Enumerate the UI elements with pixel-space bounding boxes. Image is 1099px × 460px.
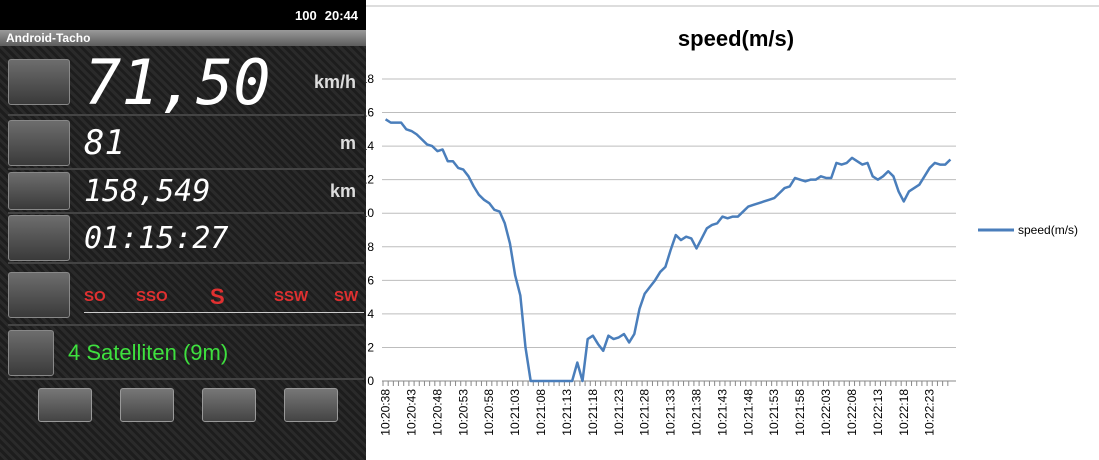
altitude-row: 81 m <box>8 118 364 170</box>
compass-scale <box>84 312 364 313</box>
battery: 100 <box>295 8 317 23</box>
status-bar: 100 20:44 <box>0 0 366 30</box>
compass-label: SO <box>84 288 106 305</box>
compass-label: S <box>210 284 225 310</box>
x-tick-label: 10:21:48 <box>741 389 755 436</box>
clock: 20:44 <box>325 8 358 23</box>
x-tick-label: 10:21:28 <box>638 389 652 436</box>
x-tick-label: 10:20:38 <box>379 389 393 436</box>
y-tick-label: 12 <box>366 173 374 187</box>
y-tick-label: 6 <box>367 273 374 287</box>
satellite-text: 4 Satelliten (9m) <box>68 340 228 366</box>
chart: speed(m/s) 0 2 4 6 8 10 12 14 16 18 10:20:38 10:20:… <box>366 0 1099 460</box>
tacho-button[interactable] <box>284 388 338 422</box>
satellite-icon <box>8 330 54 376</box>
speed-value: 71,50 <box>84 46 271 119</box>
legend-label: speed(m/s) <box>1018 223 1078 237</box>
x-tick-label: 10:20:48 <box>430 389 444 436</box>
x-tick-label: 10:21:13 <box>560 389 574 436</box>
app-title: Android-Tacho <box>0 30 366 46</box>
x-tick-label: 10:21:53 <box>767 389 781 436</box>
map-button[interactable] <box>202 388 256 422</box>
time-row: 01:15:27 <box>8 214 364 264</box>
x-tick-label: 10:20:53 <box>456 389 470 436</box>
chart-title: speed(m/s) <box>678 26 794 51</box>
compass-row: SO SSO S SSW SW <box>8 266 364 326</box>
line-series <box>386 119 951 381</box>
satellite-row: 4 Satelliten (9m) <box>8 328 364 380</box>
button-bar <box>38 388 338 422</box>
phone-screen: 100 20:44 Android-Tacho 71,50 km/h 81 m … <box>0 0 366 460</box>
speed-row: 71,50 km/h <box>8 50 364 116</box>
x-tick-label: 10:20:58 <box>482 389 496 436</box>
compass-label: SSW <box>274 288 308 305</box>
compass-label: SW <box>334 288 358 305</box>
x-tick-label: 10:21:58 <box>793 389 807 436</box>
speed-unit: km/h <box>314 72 356 93</box>
distance-icon <box>8 172 70 210</box>
x-tick-label: 10:21:18 <box>586 389 600 436</box>
compass-strip: SO SSO S SSW SW <box>84 266 364 324</box>
x-tick-label: 10:21:08 <box>534 389 548 436</box>
distance-value: 158,549 <box>84 174 210 209</box>
page: 100 20:44 Android-Tacho 71,50 km/h 81 m … <box>0 0 1099 460</box>
distance-unit: km <box>330 181 356 202</box>
altitude-value: 81 <box>84 123 125 163</box>
time-value: 01:15:27 <box>84 221 229 256</box>
y-tick-label: 10 <box>366 206 374 220</box>
distance-row: 158,549 km <box>8 170 364 214</box>
y-tick-label: 8 <box>367 240 374 254</box>
x-tick-label: 10:20:43 <box>405 389 419 436</box>
record-button[interactable] <box>38 388 92 422</box>
altitude-unit: m <box>340 133 356 154</box>
time-icon <box>8 215 70 261</box>
x-tick-label: 10:22:23 <box>923 389 937 436</box>
y-tick-label: 0 <box>367 374 374 388</box>
x-tick-label: 10:21:33 <box>664 389 678 436</box>
x-tick-label: 10:21:23 <box>612 389 626 436</box>
speed-icon <box>8 59 70 105</box>
x-tick-label: 10:21:38 <box>690 389 704 436</box>
y-tick-label: 18 <box>366 72 374 86</box>
x-tick-label: 10:22:13 <box>871 389 885 436</box>
x-tick-label: 10:22:18 <box>897 389 911 436</box>
altitude-icon <box>8 120 70 166</box>
delete-button[interactable] <box>120 388 174 422</box>
compass-icon <box>8 272 70 318</box>
x-tick-label: 10:22:08 <box>845 389 859 436</box>
x-tick-label: 10:21:43 <box>715 389 729 436</box>
y-tick-label: 2 <box>367 340 374 354</box>
x-tick-label: 10:22:03 <box>819 389 833 436</box>
y-tick-label: 4 <box>367 307 374 321</box>
y-tick-label: 14 <box>366 139 374 153</box>
y-tick-label: 16 <box>366 106 374 120</box>
compass-label: SSO <box>136 288 168 305</box>
x-tick-label: 10:21:03 <box>508 389 522 436</box>
